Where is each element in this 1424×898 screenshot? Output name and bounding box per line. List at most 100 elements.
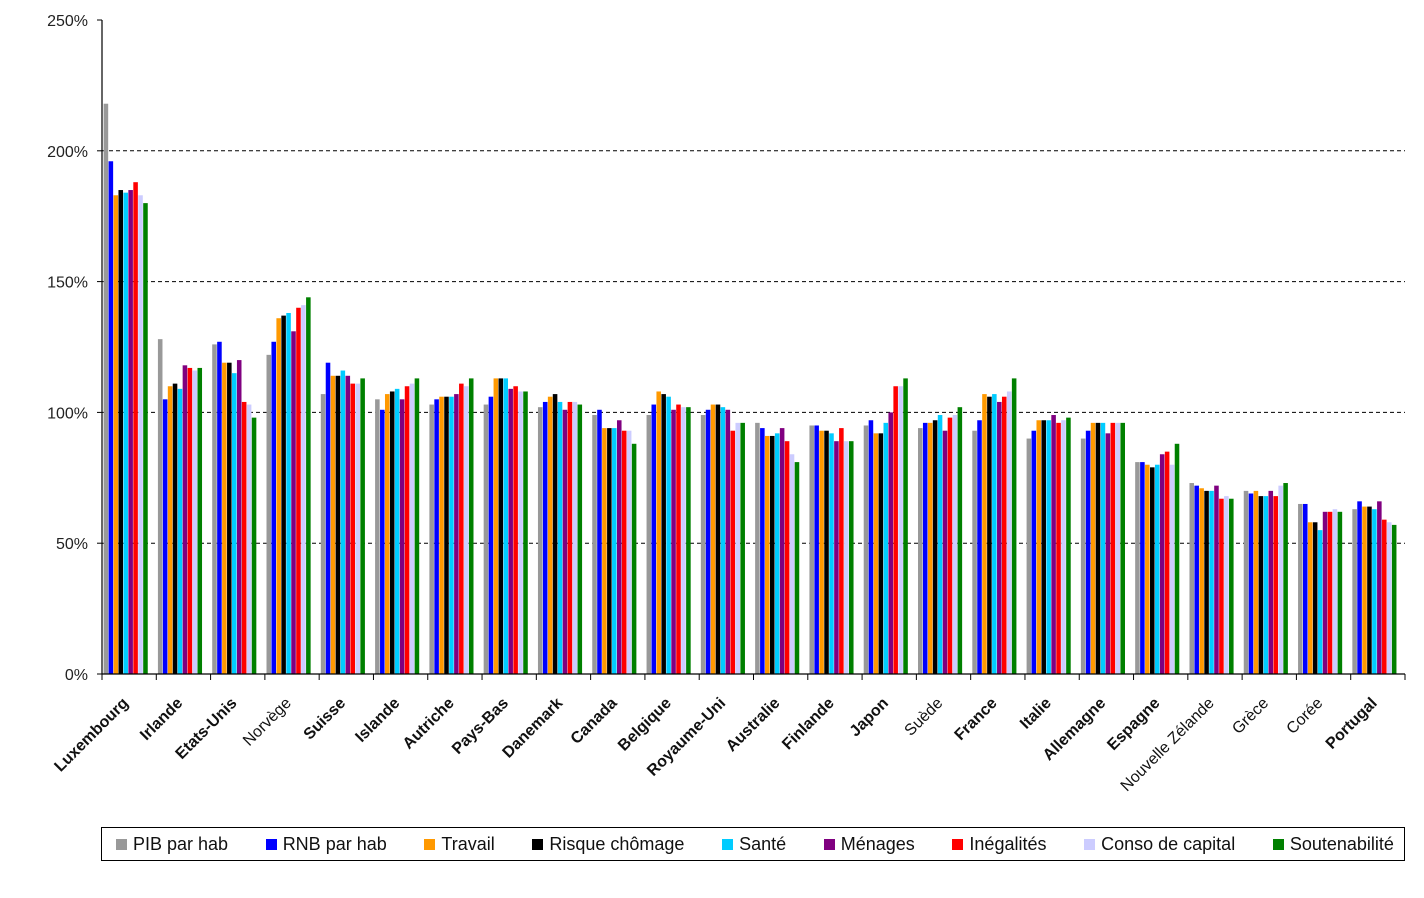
legend-item: Ménages <box>823 833 915 855</box>
bar <box>666 396 671 674</box>
bar <box>661 394 666 674</box>
bar <box>567 401 573 674</box>
legend-swatch <box>1084 838 1096 850</box>
bar <box>350 383 356 674</box>
bar <box>834 441 839 674</box>
bar <box>513 386 518 674</box>
bar <box>562 409 568 674</box>
bar <box>468 378 474 674</box>
bar <box>755 422 760 674</box>
bar <box>281 315 286 674</box>
x-category-label: Suède <box>902 695 947 740</box>
bar <box>1322 511 1328 674</box>
bar <box>1189 483 1195 674</box>
bar <box>626 430 632 674</box>
legend-item: Travail <box>424 834 495 855</box>
bar <box>103 103 109 674</box>
bar <box>1031 430 1037 674</box>
bar <box>1298 503 1303 674</box>
legend-label: Ménages <box>840 833 915 854</box>
legend-label: Risque chômage <box>549 833 685 854</box>
bar <box>1372 509 1377 674</box>
x-category-label: Corée <box>1284 695 1327 738</box>
bar <box>518 391 523 674</box>
y-tick-label: 200% <box>47 144 88 161</box>
bar <box>232 373 237 674</box>
bar <box>977 420 982 674</box>
bar <box>774 433 780 674</box>
bar <box>612 428 617 674</box>
bar <box>429 404 434 674</box>
bar <box>197 367 203 674</box>
bar <box>602 428 607 674</box>
x-category-label: Nouvelle Zélande <box>1118 695 1218 795</box>
bar <box>301 305 306 674</box>
bar <box>335 375 341 674</box>
bar <box>1382 519 1387 674</box>
bar <box>844 441 849 674</box>
bar <box>789 454 795 674</box>
legend-item: Santé <box>722 834 786 855</box>
bar <box>681 407 686 674</box>
bar <box>1051 415 1056 674</box>
bar <box>1061 420 1066 674</box>
legend-label: Santé <box>739 833 787 854</box>
bar <box>241 401 247 674</box>
bar <box>118 190 124 675</box>
legend-swatch <box>265 838 277 850</box>
bar <box>1150 467 1155 674</box>
bar <box>1258 496 1264 674</box>
bar <box>1332 509 1338 674</box>
legend-swatch <box>424 838 436 850</box>
bar <box>1110 422 1116 674</box>
bar <box>1224 496 1229 674</box>
y-tick-labels: 0% 50% 100% 150% 200% 250% <box>47 13 88 684</box>
bar <box>537 407 543 674</box>
legend-swatch <box>722 838 734 850</box>
bar <box>715 404 721 674</box>
legend-label: Soutenabilité <box>1289 833 1394 854</box>
bar <box>1386 522 1392 674</box>
legend-swatch <box>952 838 964 850</box>
bar <box>557 401 563 674</box>
bar <box>128 190 133 675</box>
bar <box>1140 462 1145 674</box>
legend-swatch <box>532 838 544 850</box>
bar <box>187 367 193 674</box>
bar <box>918 428 923 674</box>
bar <box>947 417 953 674</box>
x-category-label: Italie <box>1017 695 1055 733</box>
bar <box>1169 464 1175 674</box>
bar <box>809 425 814 674</box>
bar <box>296 307 301 674</box>
bar <box>957 407 963 674</box>
bar <box>375 399 380 674</box>
y-tick-label: 100% <box>47 405 88 422</box>
bar <box>952 415 958 674</box>
axes <box>97 19 1406 680</box>
bar <box>192 370 198 674</box>
bar <box>325 362 331 674</box>
bar <box>1377 501 1382 674</box>
bar <box>942 430 948 674</box>
bar <box>888 412 893 674</box>
bar <box>493 378 499 674</box>
bar <box>1268 490 1274 674</box>
bar <box>251 417 257 674</box>
bar <box>1154 464 1160 674</box>
bar <box>794 462 800 674</box>
bar <box>1302 503 1308 674</box>
x-category-label: Australie <box>723 695 784 756</box>
bar <box>700 415 706 674</box>
y-tick-label: 0% <box>65 667 88 684</box>
bar <box>819 430 824 674</box>
bar <box>162 399 168 674</box>
bar <box>1199 488 1204 674</box>
bar <box>1327 511 1333 674</box>
bar <box>868 420 874 674</box>
bar <box>572 401 578 674</box>
bar <box>360 378 365 674</box>
bar <box>1248 493 1254 674</box>
